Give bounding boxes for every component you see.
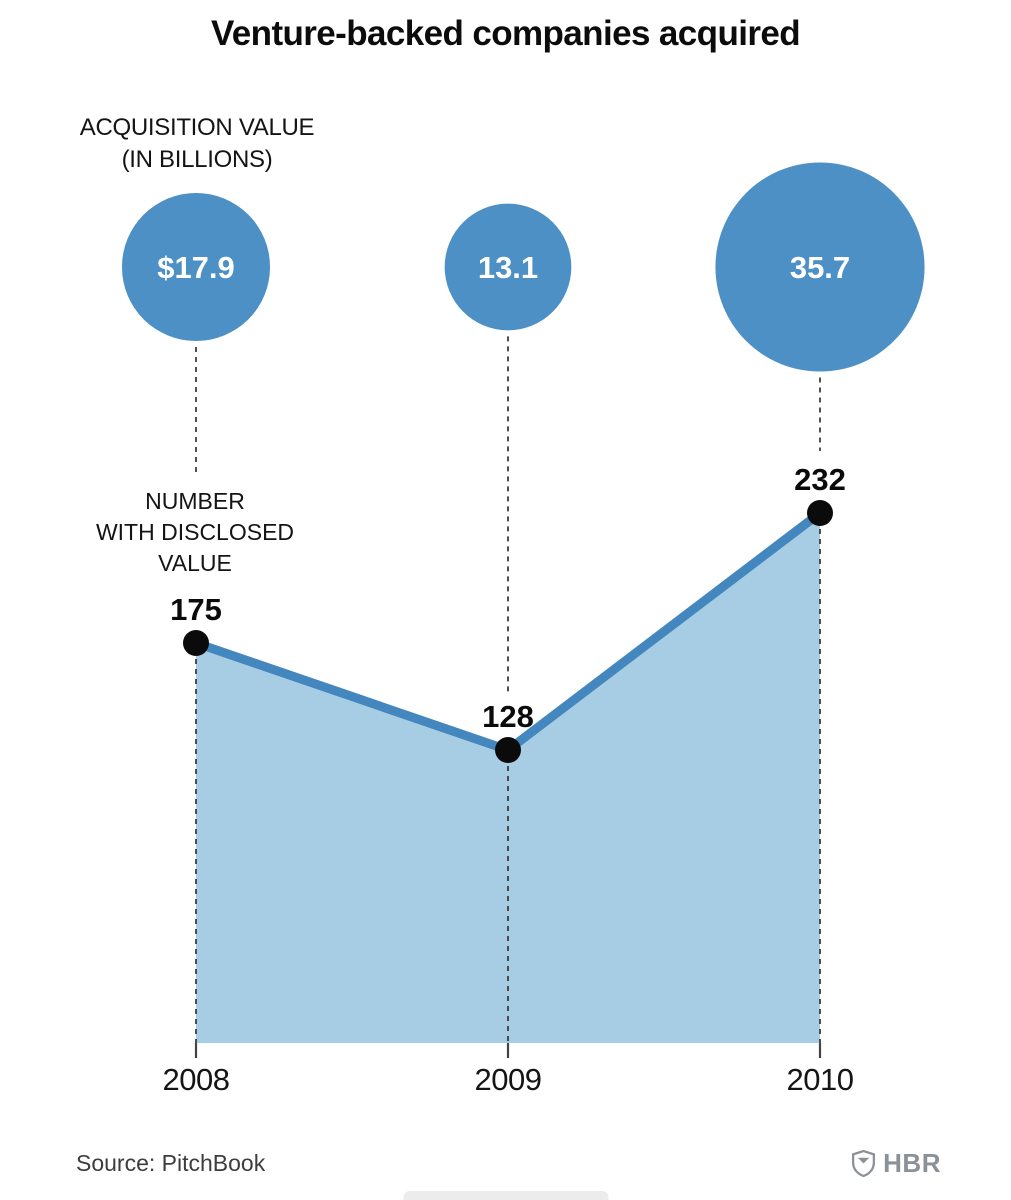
bubble-label-2009: 13.1 [478,250,538,285]
data-point-label-2008: 175 [170,592,222,627]
hbr-logo: HBR [851,1148,941,1179]
line-series-label: NUMBER WITH DISCLOSED VALUE [35,486,355,579]
x-axis-label-2008: 2008 [163,1062,230,1097]
data-point-2010 [807,500,833,526]
line-series-label-line2: WITH DISCLOSED [95,519,295,545]
data-point-2009 [495,737,521,763]
data-point-2008 [183,630,209,656]
chart-title: Venture-backed companies acquired [210,14,801,53]
bubble-label-2008: $17.9 [157,250,235,285]
line-series-label-line3: VALUE [158,550,232,576]
x-axis-label-2009: 2009 [475,1062,542,1097]
data-point-label-2009: 128 [482,699,534,734]
bubble-series-label-line2: (IN BILLIONS) [121,146,273,173]
bubble-series-label-line1: ACQUISITION VALUE [79,114,315,141]
line-series-label-line1: NUMBER [145,488,245,514]
bubble-2009 [444,203,572,331]
hbr-shield-icon [852,1150,876,1177]
bubble-2010 [715,162,925,372]
bubble-2008 [121,192,271,342]
data-point-label-2010: 232 [794,462,846,497]
bubble-series-label: ACQUISITION VALUE (IN BILLIONS) [37,112,357,176]
source-credit: Source: PitchBook [76,1150,266,1176]
x-axis-label-2010: 2010 [787,1062,854,1097]
bubble-label-2010: 35.7 [790,250,850,285]
hbr-logo-text: HBR [883,1148,941,1178]
bottom-bar [403,1191,608,1200]
